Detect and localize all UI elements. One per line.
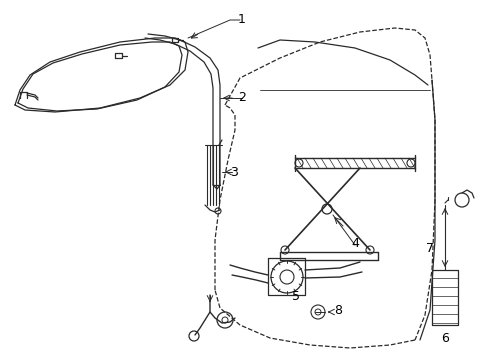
Text: 5: 5 bbox=[291, 289, 299, 302]
Text: 6: 6 bbox=[440, 332, 448, 345]
Text: 8: 8 bbox=[333, 303, 341, 316]
Text: 2: 2 bbox=[238, 90, 245, 104]
Text: 1: 1 bbox=[238, 13, 245, 26]
Text: 7: 7 bbox=[425, 242, 433, 255]
Text: 4: 4 bbox=[350, 237, 358, 249]
Text: 3: 3 bbox=[229, 166, 238, 179]
